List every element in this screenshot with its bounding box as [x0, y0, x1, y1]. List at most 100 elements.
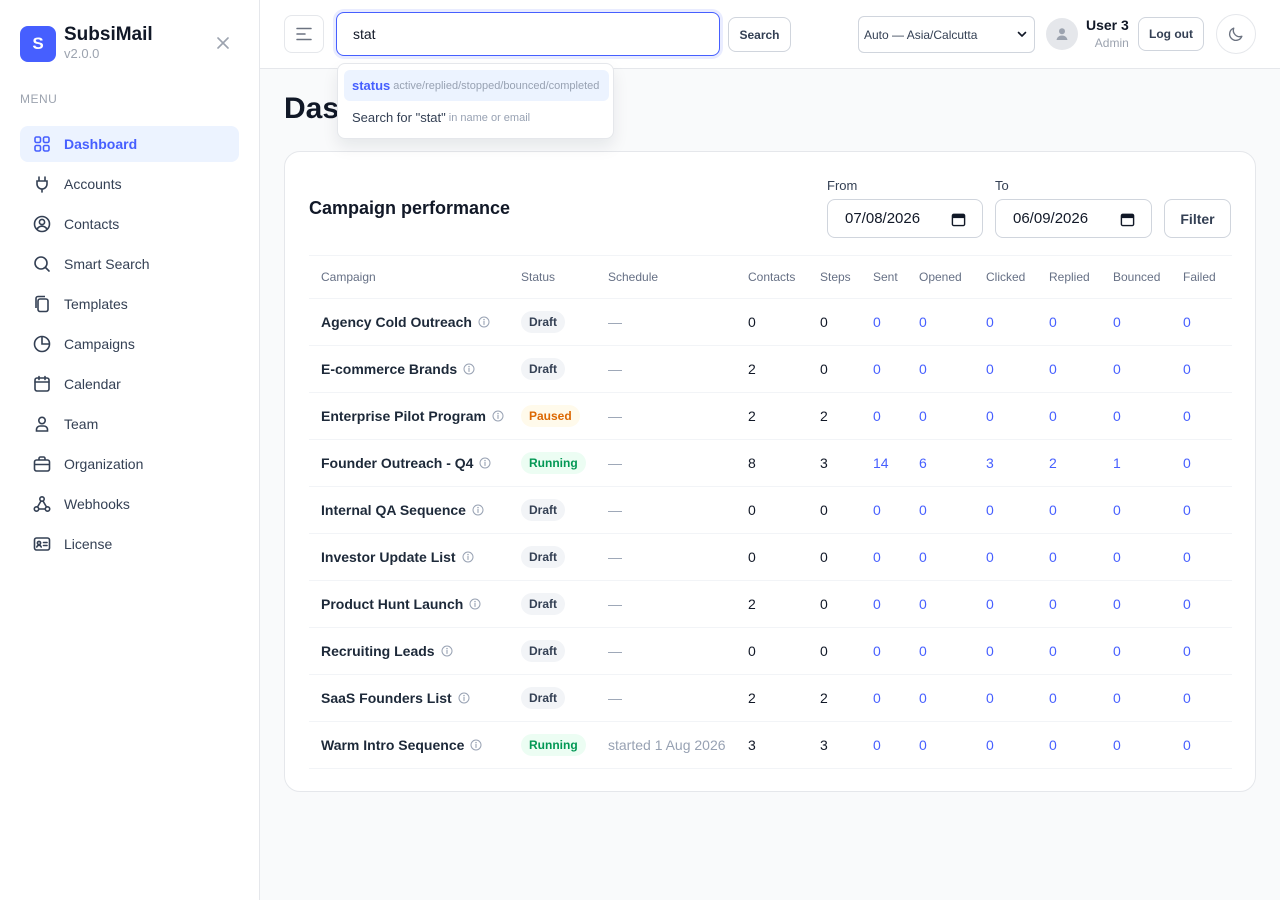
campaign-name[interactable]: Recruiting Leads: [321, 643, 435, 659]
column-header[interactable]: Schedule: [596, 255, 736, 299]
metric-cell[interactable]: 0: [974, 345, 1037, 393]
campaign-name[interactable]: Founder Outreach - Q4: [321, 455, 474, 471]
metric-cell[interactable]: 0: [1101, 486, 1171, 534]
table-row[interactable]: E-commerce Brands Draft —2 0 0 0 0 0 0 0: [309, 345, 1232, 393]
column-header[interactable]: Campaign: [309, 255, 509, 299]
metric-cell[interactable]: 0: [907, 721, 974, 769]
metric-cell[interactable]: 0: [974, 298, 1037, 346]
metric-cell[interactable]: 0: [907, 486, 974, 534]
info-icon[interactable]: [478, 316, 490, 328]
to-date-input[interactable]: 06/09/2026: [995, 199, 1152, 238]
sidebar-item-license[interactable]: License: [20, 526, 239, 562]
metric-cell[interactable]: 0: [974, 580, 1037, 628]
sidebar-item-smart-search[interactable]: Smart Search: [20, 246, 239, 282]
metric-cell[interactable]: 0: [907, 533, 974, 581]
metric-cell[interactable]: 0: [1171, 298, 1232, 346]
metric-cell[interactable]: 0: [1171, 345, 1232, 393]
metric-cell[interactable]: 0: [1101, 721, 1171, 769]
sidebar-item-team[interactable]: Team: [20, 406, 239, 442]
campaign-name[interactable]: Internal QA Sequence: [321, 502, 466, 518]
info-icon[interactable]: [472, 504, 484, 516]
metric-cell[interactable]: 0: [1037, 721, 1101, 769]
metric-cell[interactable]: 0: [907, 580, 974, 628]
metric-cell[interactable]: 0: [974, 486, 1037, 534]
campaign-name[interactable]: Agency Cold Outreach: [321, 314, 472, 330]
sidebar-item-contacts[interactable]: Contacts: [20, 206, 239, 242]
metric-cell[interactable]: 0: [1171, 674, 1232, 722]
info-icon[interactable]: [441, 645, 453, 657]
from-date-input[interactable]: 07/08/2026: [827, 199, 983, 238]
metric-cell[interactable]: 0: [1037, 345, 1101, 393]
metric-cell[interactable]: 1: [1101, 439, 1171, 487]
metric-cell[interactable]: 6: [907, 439, 974, 487]
campaign-name[interactable]: E-commerce Brands: [321, 361, 458, 377]
metric-cell[interactable]: 0: [861, 627, 907, 675]
column-header[interactable]: Failed: [1171, 255, 1232, 299]
filter-button[interactable]: Filter: [1164, 199, 1231, 238]
info-icon[interactable]: [492, 410, 504, 422]
column-header[interactable]: Bounced: [1101, 255, 1171, 299]
logout-button[interactable]: Log out: [1138, 17, 1204, 51]
metric-cell[interactable]: 0: [974, 674, 1037, 722]
column-header[interactable]: Replied: [1037, 255, 1101, 299]
metric-cell[interactable]: 0: [907, 627, 974, 675]
metric-cell[interactable]: 0: [1037, 627, 1101, 675]
metric-cell[interactable]: 0: [861, 533, 907, 581]
metric-cell[interactable]: 0: [974, 721, 1037, 769]
metric-cell[interactable]: 0: [907, 345, 974, 393]
metric-cell[interactable]: 0: [1101, 533, 1171, 581]
metric-cell[interactable]: 0: [1171, 627, 1232, 675]
metric-cell[interactable]: 0: [907, 298, 974, 346]
info-icon[interactable]: [463, 363, 475, 375]
metric-cell[interactable]: 0: [907, 392, 974, 440]
user-menu[interactable]: User 3 Admin: [1046, 16, 1129, 52]
metric-cell[interactable]: 0: [1171, 580, 1232, 628]
metric-cell[interactable]: 0: [1101, 392, 1171, 440]
info-icon[interactable]: [462, 551, 474, 563]
sidebar-item-campaigns[interactable]: Campaigns: [20, 326, 239, 362]
table-row[interactable]: Recruiting Leads Draft —0 0 0 0 0 0 0 0: [309, 627, 1232, 675]
sidebar-toggle-button[interactable]: [284, 15, 324, 53]
metric-cell[interactable]: 0: [861, 345, 907, 393]
sidebar-item-templates[interactable]: Templates: [20, 286, 239, 322]
metric-cell[interactable]: 0: [1037, 486, 1101, 534]
table-row[interactable]: Investor Update List Draft —0 0 0 0 0 0 0 0: [309, 533, 1232, 581]
table-row[interactable]: Founder Outreach - Q4 Running —8 3 14 6 3 2 1 0: [309, 439, 1232, 487]
metric-cell[interactable]: 2: [1037, 439, 1101, 487]
metric-cell[interactable]: 0: [1037, 533, 1101, 581]
column-header[interactable]: Clicked: [974, 255, 1037, 299]
column-header[interactable]: Opened: [907, 255, 974, 299]
table-row[interactable]: Agency Cold Outreach Draft —0 0 0 0 0 0 0 0: [309, 298, 1232, 346]
metric-cell[interactable]: 0: [1101, 674, 1171, 722]
brand[interactable]: S SubsiMail v2.0.0: [20, 25, 153, 63]
search-button[interactable]: Search: [728, 17, 791, 52]
metric-cell[interactable]: 0: [1101, 298, 1171, 346]
metric-cell[interactable]: 0: [861, 298, 907, 346]
column-header[interactable]: Contacts: [736, 255, 808, 299]
suggestion-status[interactable]: status active/replied/stopped/bounced/co…: [344, 70, 609, 101]
column-header[interactable]: Steps: [808, 255, 861, 299]
metric-cell[interactable]: 0: [1101, 345, 1171, 393]
table-row[interactable]: Internal QA Sequence Draft —0 0 0 0 0 0 0 0: [309, 486, 1232, 534]
sidebar-item-calendar[interactable]: Calendar: [20, 366, 239, 402]
metric-cell[interactable]: 0: [1171, 439, 1232, 487]
metric-cell[interactable]: 0: [974, 627, 1037, 675]
search-input[interactable]: [336, 12, 720, 56]
metric-cell[interactable]: 0: [861, 674, 907, 722]
metric-cell[interactable]: 0: [1037, 392, 1101, 440]
campaign-name[interactable]: Investor Update List: [321, 549, 456, 565]
table-row[interactable]: SaaS Founders List Draft —2 2 0 0 0 0 0 0: [309, 674, 1232, 722]
metric-cell[interactable]: 3: [974, 439, 1037, 487]
sidebar-item-dashboard[interactable]: Dashboard: [20, 126, 239, 162]
theme-toggle-button[interactable]: [1216, 14, 1256, 54]
metric-cell[interactable]: 0: [1171, 486, 1232, 534]
metric-cell[interactable]: 0: [861, 580, 907, 628]
metric-cell[interactable]: 0: [1171, 721, 1232, 769]
sidebar-item-webhooks[interactable]: Webhooks: [20, 486, 239, 522]
close-icon[interactable]: [214, 34, 232, 52]
timezone-select[interactable]: Auto — Asia/Calcutta: [858, 16, 1035, 53]
metric-cell[interactable]: 0: [1037, 298, 1101, 346]
metric-cell[interactable]: 14: [861, 439, 907, 487]
metric-cell[interactable]: 0: [1171, 533, 1232, 581]
table-row[interactable]: Warm Intro Sequence Running started 1 Aug …: [309, 721, 1232, 769]
